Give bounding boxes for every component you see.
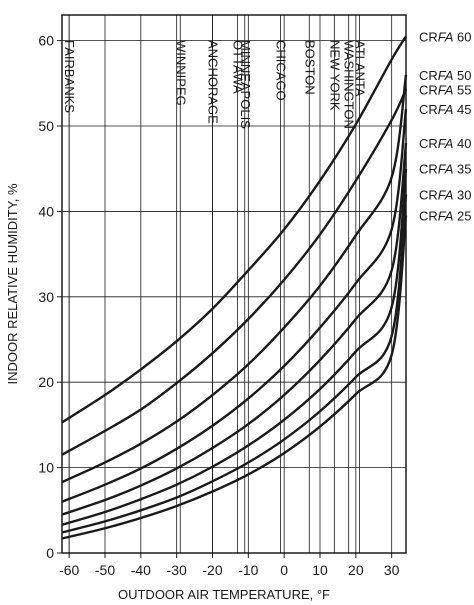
series-label: CRFA 55 xyxy=(419,82,472,97)
series-line xyxy=(61,168,408,526)
x-tick-label: 20 xyxy=(348,562,364,578)
series-line xyxy=(61,215,408,540)
series-line xyxy=(61,74,408,484)
series-lines xyxy=(61,35,408,540)
series-line xyxy=(61,35,408,424)
y-tick-label: 10 xyxy=(38,460,54,476)
y-axis-title: INDOOR RELATIVE HUMIDITY, % xyxy=(5,183,20,384)
y-tick-label: 40 xyxy=(38,203,54,219)
series-label: CRFA 40 xyxy=(419,136,472,151)
city-label: FAIRBANKS xyxy=(62,40,77,113)
y-tick-label: 20 xyxy=(38,374,54,390)
city-label: NEW YORK xyxy=(327,40,342,111)
x-axis-title: OUTDOOR AIR TEMPERATURE, °F xyxy=(118,587,330,602)
x-tick-label: -20 xyxy=(202,562,222,578)
series-label: CRFA 60 xyxy=(419,29,472,44)
plot-frame xyxy=(61,14,407,554)
y-tick-label: 0 xyxy=(46,545,54,561)
x-tick-label: -50 xyxy=(95,562,115,578)
x-tick-label: 30 xyxy=(384,562,400,578)
city-label: WASHINGTON xyxy=(342,40,357,129)
city-label: BOSTON xyxy=(302,40,317,95)
x-tick-label: -30 xyxy=(167,562,187,578)
series-label: CRFA 50 xyxy=(419,68,472,83)
city-label: OTTAWA xyxy=(231,40,246,94)
x-ticks: -60 -50 -40 -30 -20 -10 0 10 20 30 xyxy=(59,553,400,578)
series-line xyxy=(61,88,408,456)
x-tick-label: 0 xyxy=(280,562,288,578)
series-label: CRFA 25 xyxy=(419,209,472,224)
city-label: CHICAGO xyxy=(274,40,289,101)
y-ticks: 0 10 20 30 40 50 60 xyxy=(38,33,62,561)
x-tick-label: -10 xyxy=(238,562,258,578)
series-label: CRFA 45 xyxy=(419,102,472,117)
series-line xyxy=(61,194,408,534)
city-label: ANCHORAGE xyxy=(206,40,221,124)
y-tick-label: 30 xyxy=(38,289,54,305)
city-lines: FAIRBANKS WINNIPEG ANCHORAGE OTTAWAMINNEAPO… xyxy=(62,15,367,553)
series-line xyxy=(61,142,408,516)
city-label: ATLANTA xyxy=(352,40,367,97)
series-line xyxy=(61,108,408,503)
x-tick-label: 10 xyxy=(312,562,328,578)
series-label: CRFA 30 xyxy=(419,187,472,202)
city-label: MINNEAPOLIS xyxy=(238,40,253,129)
y-tick-label: 60 xyxy=(38,33,54,49)
series-label: CRFA 35 xyxy=(419,162,472,177)
x-tick-label: -40 xyxy=(131,562,151,578)
y-tick-label: 50 xyxy=(38,118,54,134)
x-tick-label: -60 xyxy=(59,562,79,578)
city-label: WINNIPEG xyxy=(173,40,188,106)
